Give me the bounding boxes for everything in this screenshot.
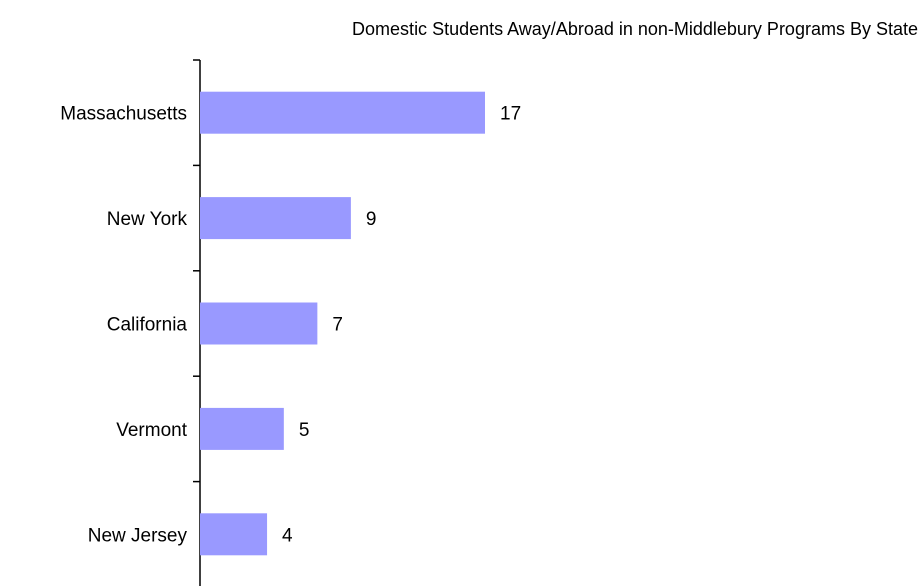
bar-massachusetts (200, 91, 485, 134)
category-label: California (107, 315, 188, 336)
category-label: New Jersey (88, 525, 188, 546)
axes (193, 59, 201, 586)
bar-california (200, 302, 318, 345)
category-label: Vermont (116, 420, 187, 441)
bar-new-jersey (200, 513, 268, 556)
data-label: 17 (500, 104, 521, 125)
bars (200, 91, 485, 556)
data-label: 4 (282, 525, 293, 546)
data-label: 5 (299, 420, 310, 441)
category-label: Massachusetts (60, 104, 187, 125)
labels: Massachusetts 17 New York 9 California 7 Vermo… (60, 104, 521, 547)
chart-title: Domestic Students Away/Abroad in non-Mid… (352, 19, 918, 39)
bar-vermont (200, 407, 284, 450)
data-label: 9 (366, 209, 377, 230)
data-label: 7 (332, 315, 343, 336)
bar-new-york (200, 197, 351, 240)
category-label: New York (107, 209, 188, 230)
